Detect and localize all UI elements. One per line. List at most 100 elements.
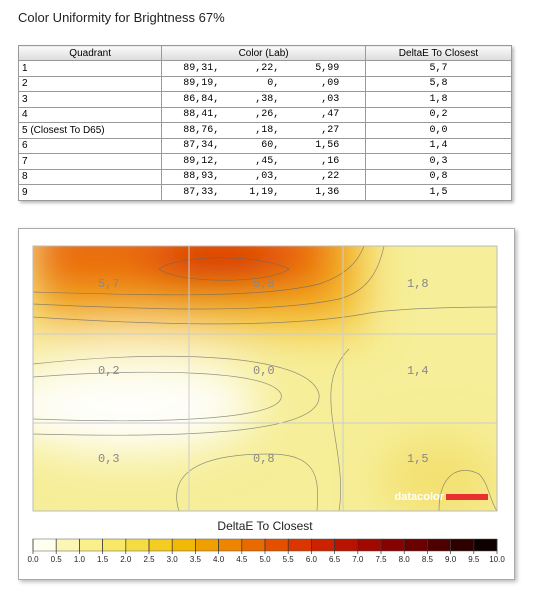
lab-cell: 87,33, 1,19, 1,36	[161, 184, 366, 201]
legend-tick-label: 5.5	[283, 555, 295, 564]
table-row: 6 87,34, 60, 1,56 1,4	[17, 137, 513, 154]
legend-tick-label: 4.0	[213, 555, 225, 564]
legend-title: DeltaE To Closest	[217, 519, 313, 533]
legend-tick-label: 1.5	[97, 555, 109, 564]
column-header: DeltaE To Closest	[364, 45, 513, 61]
legend-swatch	[473, 538, 498, 552]
quadrant-label: 1,4	[407, 364, 429, 378]
quadrant-label: 0,3	[98, 452, 120, 466]
legend-swatch	[403, 538, 428, 552]
logo: datacolor	[394, 491, 444, 503]
quadrant-cell: 1	[17, 60, 163, 77]
lab-cell: 89,12, ,45, ,16	[161, 153, 366, 170]
legend-tick-label: 2.0	[120, 555, 132, 564]
lab-value: 87,34,	[183, 140, 220, 152]
legend-tick-label: 10.0	[489, 555, 505, 564]
lab-value: 88,93,	[183, 171, 220, 183]
lab-value: ,27	[321, 124, 340, 136]
quadrant-label: 1,8	[407, 277, 429, 291]
lab-value: 60,	[261, 140, 280, 152]
table-row: 2 89,19, 0, ,09 5,8	[17, 75, 513, 92]
legend-tick-label: 3.0	[167, 555, 179, 564]
lab-cell: 88,76, ,18, ,27	[161, 122, 366, 139]
legend-swatch	[427, 538, 451, 552]
lab-cell: 86,84, ,38, ,03	[161, 91, 366, 108]
table-row: 5 (Closest To D65) 88,76, ,18, ,27 0,0	[17, 122, 513, 139]
legend-swatch	[79, 538, 103, 552]
legend-tick-label: 6.5	[329, 555, 341, 564]
legend-swatch	[241, 538, 266, 552]
lab-value: 1,56	[315, 140, 340, 152]
quadrant-label: 0,0	[253, 364, 275, 378]
lab-value: ,18,	[255, 124, 280, 136]
quadrant-cell: 3	[17, 91, 163, 108]
delta-cell: 1,8	[364, 91, 513, 108]
legend-swatch	[311, 538, 335, 552]
legend-swatch	[125, 538, 150, 552]
heat-field	[33, 246, 497, 511]
legend-swatch	[357, 538, 382, 552]
quadrant-cell: 4	[17, 106, 163, 123]
lab-value: ,03	[321, 93, 340, 105]
quadrant-cell: 2	[17, 75, 163, 92]
quadrant-label: 1,5	[407, 452, 429, 466]
lab-value: ,09	[321, 78, 340, 90]
legend-tick-label: 8.0	[399, 555, 411, 564]
quadrant-label: 5,8	[253, 277, 275, 291]
quadrant-cell: 8	[17, 168, 163, 185]
lab-value: 0,	[267, 78, 280, 90]
legend-swatch	[32, 538, 57, 552]
legend-swatch	[264, 538, 289, 552]
table-header: Quadrant Color (Lab) DeltaE To Closest	[17, 45, 513, 61]
legend-swatch	[450, 538, 475, 552]
delta-cell: 0,0	[364, 122, 513, 139]
delta-cell: 5,8	[364, 75, 513, 92]
table-row: 1 89,31, ,22, 5,99 5,7	[17, 60, 513, 77]
legend-swatch	[148, 538, 173, 552]
lab-value: 1,36	[315, 186, 340, 198]
lab-value: ,16	[321, 155, 340, 167]
quadrant-label: 0,2	[98, 364, 120, 378]
lab-value: ,47	[321, 109, 340, 121]
page-title: Color Uniformity for Brightness 67%	[18, 10, 225, 25]
delta-cell: 0,2	[364, 106, 513, 123]
column-header: Quadrant	[17, 45, 163, 61]
table-row: 3 86,84, ,38, ,03 1,8	[17, 91, 513, 108]
table-row: 4 88,41, ,26, ,47 0,2	[17, 106, 513, 123]
lab-cell: 88,93, ,03, ,22	[161, 168, 366, 185]
lab-value: 5,99	[315, 62, 340, 74]
table-row: 8 88,93, ,03, ,22 0,8	[17, 168, 513, 185]
legend-swatch	[55, 538, 80, 552]
lab-value: 88,76,	[183, 124, 220, 136]
legend-swatch	[195, 538, 219, 552]
lab-value: 86,84,	[183, 93, 220, 105]
lab-value: ,22	[321, 171, 340, 183]
lab-value: 89,12,	[183, 155, 220, 167]
legend-tick-label: 9.0	[445, 555, 457, 564]
quadrant-cell: 9	[17, 184, 163, 201]
legend-tick-label: 4.5	[236, 555, 248, 564]
legend-tick-label: 8.5	[422, 555, 434, 564]
quadrant-cell: 7	[17, 153, 163, 170]
delta-cell: 1,4	[364, 137, 513, 154]
legend-tick-label: 1.0	[74, 555, 86, 564]
quadrant-cell: 5 (Closest To D65)	[17, 122, 163, 139]
legend-swatch	[218, 538, 243, 552]
lab-cell: 87,34, 60, 1,56	[161, 137, 366, 154]
legend-swatch	[287, 538, 312, 552]
lab-value: 87,33,	[183, 186, 220, 198]
lab-value: 88,41,	[183, 109, 220, 121]
legend-tick-label: 0.0	[27, 555, 39, 564]
delta-cell: 0,3	[364, 153, 513, 170]
legend-tick-label: 6.0	[306, 555, 318, 564]
lab-value: ,26,	[255, 109, 280, 121]
table-body: 1 89,31, ,22, 5,99 5,7 2 89,19, 0, ,09 5,8 3 86,84,…	[17, 60, 513, 201]
legend-swatch	[334, 538, 359, 552]
heatmap: 5,7 5,8 1,8 0,2 0,0 1,4 0,3 0,8 1,5 datacolor Delt…	[27, 245, 505, 564]
quadrant-label: 5,7	[98, 277, 120, 291]
lab-cell: 89,19, 0, ,09	[161, 75, 366, 92]
delta-cell: 5,7	[364, 60, 513, 77]
legend-swatch	[380, 538, 405, 552]
lab-cell: 88,41, ,26, ,47	[161, 106, 366, 123]
